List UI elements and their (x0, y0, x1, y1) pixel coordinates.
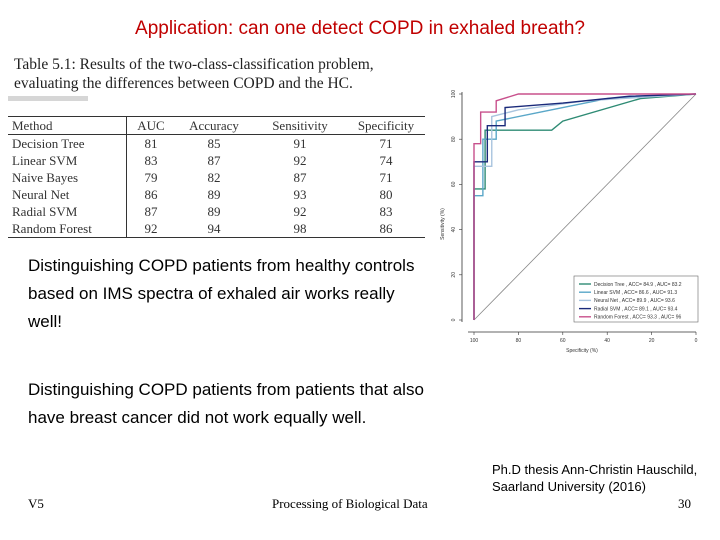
chance-diagonal-line (473, 93, 697, 321)
legend-entry: Radial SVM , ACC= 89.1 , AUC= 93.4 (594, 306, 678, 312)
cell-sensitivity: 92 (293, 203, 307, 219)
roc-series-line (473, 93, 697, 320)
cell-sensitivity: 87 (293, 169, 307, 185)
slide-title: Application: can one detect COPD in exha… (135, 18, 585, 39)
y-axis-label: Sensitivity (%) (440, 208, 446, 240)
header-sensitivity: Sensitivity (272, 117, 328, 133)
footer-version: V5 (28, 496, 44, 511)
cell-specificity: 74 (379, 152, 393, 168)
y-tick-label: 60 (451, 181, 457, 187)
citation-line-1: Ph.D thesis Ann-Christin Hauschild, (492, 462, 698, 477)
citation: Ph.D thesis Ann-Christin Hauschild, Saar… (492, 461, 697, 495)
legend-entry: Decision Tree , ACC= 84.9 , AUC= 83.2 (594, 282, 682, 288)
x-tick-label: 60 (560, 338, 566, 344)
paragraph-breast-cancer: Distinguishing COPD patients from patien… (28, 380, 424, 427)
cell-specificity: 83 (379, 203, 393, 219)
roc-curve-chart: 100 80 60 40 20 0 0 20 40 60 80 100 Sensitivity (%)… (440, 90, 699, 354)
page-number: 30 (678, 496, 691, 511)
y-tick-label: 0 (451, 318, 457, 321)
table-header-row: Method AUC Accuracy Sensitivity Specific… (8, 116, 425, 135)
cell-accuracy: 87 (207, 152, 221, 168)
legend-entry: Random Forest , ACC= 93.3 , AUC= 96 (594, 315, 681, 321)
cell-auc: 87 (144, 203, 158, 219)
legend-entry: Linear SVM , ACC= 86.6 , AUC= 91.3 (594, 290, 677, 296)
cell-auc: 79 (144, 169, 158, 185)
table-row: Naive Bayes 79 82 87 71 (8, 169, 425, 186)
table-row: Decision Tree 81 85 91 71 (8, 134, 425, 152)
roc-series-line (473, 93, 697, 320)
y-tick-label: 100 (451, 90, 457, 99)
footer-course-title: Processing of Biological Data (272, 496, 428, 511)
legend-box (573, 275, 699, 323)
cell-accuracy: 89 (207, 186, 221, 202)
header-auc: AUC (137, 117, 165, 133)
table-row: Random Forest 92 94 98 86 (8, 220, 425, 238)
cell-sensitivity: 91 (293, 135, 307, 151)
y-tick-label: 40 (451, 227, 457, 233)
cell-accuracy: 85 (207, 135, 221, 151)
table-row: Radial SVM 87 89 92 83 (8, 203, 425, 220)
cell-auc: 92 (144, 220, 158, 236)
cell-sensitivity: 92 (293, 152, 307, 168)
y-tick-label: 20 (451, 272, 457, 278)
cell-auc: 86 (144, 186, 158, 202)
header-specificity: Specificity (357, 117, 415, 133)
citation-line-2: Saarland University (2016) (492, 479, 646, 494)
x-tick-label: 0 (695, 338, 698, 344)
cell-method: Linear SVM (8, 152, 127, 169)
x-tick-label: 20 (649, 338, 655, 344)
cell-sensitivity: 98 (293, 220, 307, 236)
header-method: Method (8, 116, 127, 135)
x-tick-label: 80 (516, 338, 522, 344)
roc-series-line (473, 93, 697, 320)
header-accuracy: Accuracy (189, 117, 239, 133)
cell-method: Decision Tree (8, 134, 127, 152)
cell-accuracy: 82 (207, 169, 221, 185)
cell-auc: 83 (144, 152, 158, 168)
chart-legend: Decision Tree , ACC= 84.9 , AUC= 83.2 Lin… (573, 275, 699, 323)
table-row: Linear SVM 83 87 92 74 (8, 152, 425, 169)
cropped-text-artifact (8, 96, 88, 101)
plot-frame (461, 92, 696, 333)
cell-method: Random Forest (8, 220, 127, 238)
cell-auc: 81 (144, 135, 158, 151)
cell-method: Naive Bayes (8, 169, 127, 186)
cell-specificity: 86 (379, 220, 393, 236)
paragraph-healthy-controls: Distinguishing COPD patients from health… (28, 256, 415, 331)
x-axis-label: Specificity (%) (566, 348, 598, 354)
table-caption: Table 5.1: Results of the two-class-clas… (14, 56, 374, 92)
cell-specificity: 71 (379, 169, 393, 185)
cell-method: Neural Net (8, 186, 127, 203)
cell-method: Radial SVM (8, 203, 127, 220)
cell-accuracy: 94 (207, 220, 221, 236)
cell-specificity: 80 (379, 186, 393, 202)
cell-accuracy: 89 (207, 203, 221, 219)
cell-sensitivity: 93 (293, 186, 307, 202)
x-tick-label: 40 (604, 338, 610, 344)
roc-series-line (473, 93, 696, 320)
cell-specificity: 71 (379, 135, 393, 151)
y-tick-label: 80 (451, 136, 457, 142)
legend-entry: Neural Net , ACC= 89.9 , AUC= 93.6 (594, 298, 675, 304)
table-row: Neural Net 86 89 93 80 (8, 186, 425, 203)
x-tick-label: 100 (470, 338, 479, 344)
results-table: Method AUC Accuracy Sensitivity Specific… (8, 116, 425, 238)
